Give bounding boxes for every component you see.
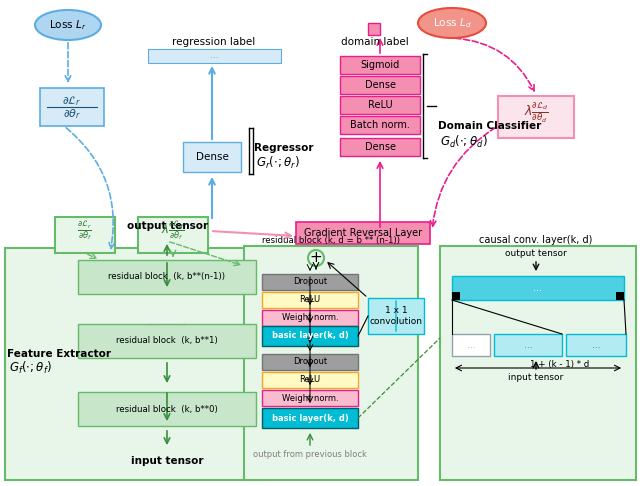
Bar	[498, 96, 574, 138]
Bar	[340, 116, 420, 134]
Bar	[262, 326, 358, 346]
Text: Weight norm.: Weight norm.	[282, 313, 339, 323]
Text: basic layer(k, d): basic layer(k, d)	[271, 414, 348, 422]
Text: Batch norm.: Batch norm.	[350, 120, 410, 130]
Bar	[262, 408, 358, 428]
Bar	[452, 334, 490, 356]
Bar	[262, 310, 358, 326]
Text: ...: ...	[210, 52, 218, 60]
Text: $\lambda\frac{\partial\mathcal{L}_d}{\partial\theta_f}$: $\lambda\frac{\partial\mathcal{L}_d}{\pa…	[161, 220, 185, 242]
Text: 1 + (k - 1) * d: 1 + (k - 1) * d	[531, 360, 589, 368]
Circle shape	[308, 250, 324, 266]
Text: ...: ...	[534, 283, 543, 293]
Bar	[368, 23, 380, 35]
Text: ReLU: ReLU	[300, 376, 321, 384]
Bar	[340, 56, 420, 74]
Text: residual block  (k, b**1): residual block (k, b**1)	[116, 336, 218, 346]
Text: domain label: domain label	[341, 37, 409, 47]
Text: $\frac{\partial\mathcal{L}_r}{\partial\theta_f}$: $\frac{\partial\mathcal{L}_r}{\partial\t…	[77, 220, 93, 242]
Bar	[148, 49, 281, 63]
Bar	[40, 88, 104, 126]
Bar	[244, 246, 418, 480]
Text: Sigmoid: Sigmoid	[360, 60, 399, 70]
Bar	[78, 324, 256, 358]
Bar	[262, 354, 358, 370]
Bar	[183, 142, 241, 172]
Bar	[616, 292, 624, 300]
Bar	[5, 248, 269, 480]
Text: Dropout: Dropout	[293, 358, 327, 366]
Text: ...: ...	[524, 341, 532, 349]
Bar	[340, 138, 420, 156]
Text: Dense: Dense	[196, 152, 228, 162]
Bar	[138, 217, 208, 253]
Bar	[340, 96, 420, 114]
Text: Loss $L_r$: Loss $L_r$	[49, 18, 86, 32]
Bar	[78, 260, 256, 294]
Text: Regressor: Regressor	[254, 143, 314, 153]
Text: Dense: Dense	[365, 80, 396, 90]
Bar	[368, 298, 424, 334]
Text: regression label: regression label	[172, 37, 255, 47]
Bar	[262, 292, 358, 308]
Text: residual block  (k, b**0): residual block (k, b**0)	[116, 404, 218, 414]
Text: ReLU: ReLU	[300, 295, 321, 305]
Text: 1 x 1
convolution: 1 x 1 convolution	[369, 306, 422, 326]
Bar	[262, 372, 358, 388]
Text: $\lambda\frac{\partial\mathcal{L}_d}{\partial\theta_d}$: $\lambda\frac{\partial\mathcal{L}_d}{\pa…	[524, 101, 548, 125]
Bar	[440, 246, 636, 480]
Bar	[494, 334, 562, 356]
Text: Loss $L_d$: Loss $L_d$	[433, 16, 471, 30]
Text: Gradient Reversal Layer: Gradient Reversal Layer	[304, 228, 422, 238]
Text: $G_r(\cdot;\theta_r)$: $G_r(\cdot;\theta_r)$	[256, 155, 300, 171]
Text: ...: ...	[592, 341, 600, 349]
Text: output tensor: output tensor	[127, 221, 209, 231]
Text: Feature Extractor: Feature Extractor	[7, 349, 111, 359]
Text: ............: ............	[147, 317, 188, 327]
Bar	[78, 392, 256, 426]
Bar	[262, 390, 358, 406]
Bar	[340, 76, 420, 94]
Text: Dropout: Dropout	[293, 278, 327, 287]
Text: Dense: Dense	[365, 142, 396, 152]
Text: Domain Classifier: Domain Classifier	[438, 121, 541, 131]
Text: $G_d(\cdot;\theta_d)$: $G_d(\cdot;\theta_d)$	[440, 134, 488, 150]
Text: $\partial\theta_r$: $\partial\theta_r$	[63, 107, 81, 121]
Text: residual block (k, d = b ** (n-1)): residual block (k, d = b ** (n-1))	[262, 236, 400, 244]
Text: input tensor: input tensor	[131, 456, 204, 466]
Ellipse shape	[35, 10, 101, 40]
Text: $G_f(\cdot;\theta_f)$: $G_f(\cdot;\theta_f)$	[9, 360, 52, 376]
Ellipse shape	[418, 8, 486, 38]
Bar	[566, 334, 626, 356]
Text: basic layer(k, d): basic layer(k, d)	[271, 331, 348, 341]
Text: ReLU: ReLU	[368, 100, 392, 110]
Text: output tensor: output tensor	[505, 249, 567, 259]
Text: residual block  (k, b**(n-1)): residual block (k, b**(n-1))	[109, 273, 225, 281]
Text: +: +	[310, 250, 323, 265]
Text: output from previous block: output from previous block	[253, 450, 367, 458]
Bar	[452, 292, 460, 300]
Text: causal conv. layer(k, d): causal conv. layer(k, d)	[479, 235, 593, 245]
Text: Weight norm.: Weight norm.	[282, 394, 339, 402]
Bar	[55, 217, 115, 253]
Text: input tensor: input tensor	[508, 374, 564, 382]
Bar	[296, 222, 430, 244]
Bar	[262, 274, 358, 290]
Text: $\partial\mathcal{L}_r$: $\partial\mathcal{L}_r$	[63, 94, 81, 108]
Bar	[452, 276, 624, 300]
Text: ...: ...	[467, 341, 476, 349]
